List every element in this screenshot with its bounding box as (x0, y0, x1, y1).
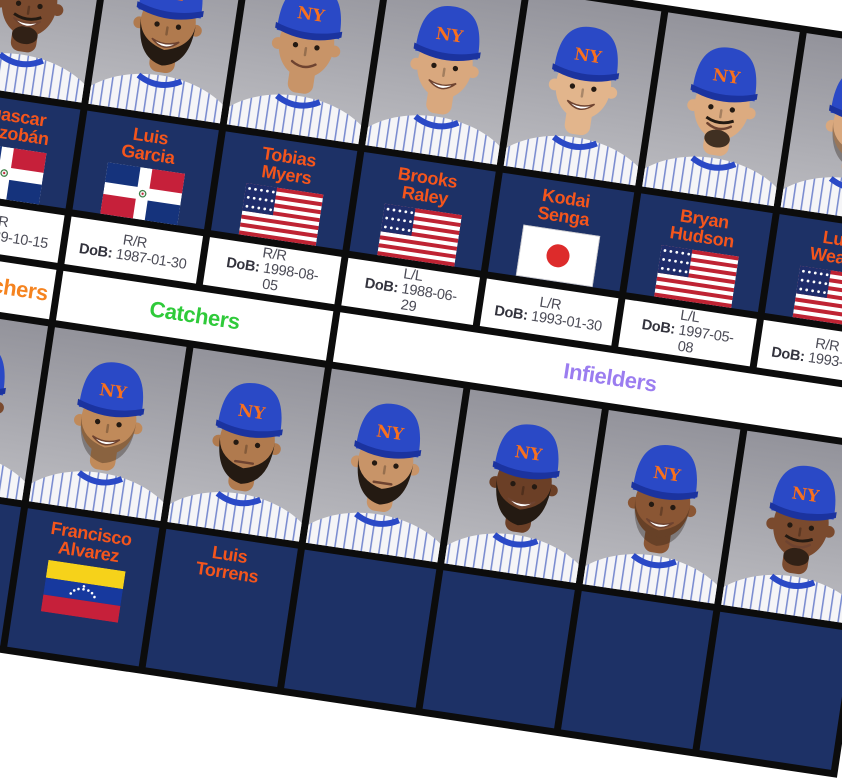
dob-value: 1987-01-30 (114, 246, 188, 273)
dob-label: DoB: (363, 275, 400, 297)
player-avatar-icon: NY (0, 0, 97, 103)
player-name-band: Luke Weaver (764, 214, 842, 333)
player-name-band (561, 590, 714, 750)
player-name: Kodai Senga (536, 185, 593, 230)
player-photo: NY (721, 430, 842, 625)
player-photo: NY (0, 306, 49, 501)
player-card[interactable]: NY Brooks Raley L/L DoB: 1988-06-29 (341, 0, 523, 325)
svg-text:NY: NY (573, 43, 604, 67)
player-avatar-icon: NY (28, 362, 176, 521)
dob-value: 1989-10-15 (0, 225, 49, 253)
player-name-band (699, 611, 842, 770)
flag-do-icon (99, 162, 185, 226)
player-name: Tobias Myers (258, 143, 317, 188)
player-avatar-icon: NY (444, 424, 591, 584)
player-avatar-icon: NY (642, 47, 789, 207)
player-name-band: Brooks Raley (349, 152, 496, 271)
flag-us-icon (376, 203, 462, 267)
flag-do-icon (0, 141, 47, 205)
player-name-band: Huascar Brazobán (0, 89, 81, 209)
player-photo: NY (365, 0, 523, 165)
player-avatar-icon: NY (167, 382, 314, 542)
player-name-band: Kodai Senga (487, 172, 635, 292)
player-avatar-icon: NY (365, 5, 512, 165)
dob-label: DoB: (225, 255, 261, 276)
svg-text:NY: NY (236, 400, 267, 424)
dob-value: 1988-06-29 (399, 281, 458, 316)
player-name-band (422, 570, 575, 729)
player-name: Bryan Hudson (668, 205, 738, 252)
player-photo: NY (0, 0, 108, 103)
dob-row: DoB: 1998-08-05 (216, 255, 326, 301)
player-name-band: Francisco Alvarez (7, 508, 160, 667)
player-name-band: Luis Torrens (145, 528, 298, 688)
player-name-band: Luis Garcia (72, 110, 219, 230)
player-avatar-icon: NY (0, 341, 37, 501)
player-photo: NY (28, 327, 187, 521)
svg-text:NY: NY (513, 441, 544, 465)
dob-row: DoB: 1997-05-08 (631, 317, 741, 363)
player-avatar-icon: NY (88, 0, 235, 124)
player-avatar-icon: NY (305, 403, 453, 563)
dob-value: 1997-05-08 (676, 322, 735, 357)
dob-label: DoB: (770, 344, 806, 366)
player-photo: NY (780, 33, 842, 227)
player-card[interactable]: NY Kodai Senga L/R DoB: 1993-01-30 (479, 0, 662, 346)
player-avatar-icon: NY (721, 465, 842, 625)
player-photo: NY (582, 410, 741, 604)
svg-text:NY: NY (434, 23, 465, 47)
dob-label: DoB: (493, 303, 529, 324)
player-photo: NY (305, 368, 464, 563)
player-name-band (284, 549, 437, 708)
svg-text:NY: NY (375, 420, 406, 444)
dob-value: 1993-01-30 (530, 308, 603, 335)
flag-us-icon (792, 265, 842, 329)
svg-text:NY: NY (157, 0, 188, 5)
player-card[interactable]: NY (422, 389, 602, 729)
svg-text:NY: NY (790, 482, 821, 506)
player-photo: NY (88, 0, 246, 124)
dob-row: DoB: 1988-06-29 (354, 276, 464, 322)
player-name: Huascar Brazobán (0, 101, 53, 149)
flag-ve-icon (40, 559, 126, 623)
player-name: Luis Torrens (195, 541, 263, 587)
player-photo: NY (444, 389, 602, 584)
player-name-band: Bryan Hudson (626, 193, 773, 312)
player-avatar-icon: NY (226, 0, 374, 145)
player-name: Luis Garcia (120, 123, 178, 168)
player-card[interactable]: NY Bryan Hudson L/L DoB: 1997-05-08 (618, 12, 800, 367)
player-name: Francisco Alvarez (47, 518, 133, 567)
player-photo: NY (503, 0, 662, 186)
player-name: Brooks Raley (394, 163, 459, 208)
dob-label: DoB: (640, 317, 677, 339)
svg-text:NY: NY (98, 379, 129, 403)
dob-label: DoB: (77, 241, 114, 262)
player-photo: NY (167, 347, 325, 542)
player-avatar-icon: NY (582, 444, 730, 604)
player-avatar-icon: NY (503, 26, 651, 186)
svg-text:NY: NY (711, 64, 742, 88)
dob-value: 1993-08-21 (806, 349, 842, 377)
flag-us-icon (653, 244, 739, 308)
svg-text:NY: NY (652, 462, 683, 486)
player-card[interactable]: NY (0, 306, 49, 646)
flag-us-icon (238, 182, 324, 246)
player-photo: NY (226, 0, 385, 145)
player-photo: NY (642, 12, 800, 207)
player-name: Luke Weaver (809, 226, 842, 272)
player-avatar-icon: NY (780, 68, 842, 227)
player-name-band: Tobias Myers (210, 131, 358, 250)
player-card[interactable]: NY (284, 368, 464, 708)
dob-value: 1998-08-05 (261, 260, 320, 295)
svg-text:NY: NY (296, 2, 327, 26)
player-card[interactable]: NY Tobias Myers R/R DoB: 1998-08-05 (202, 0, 385, 305)
player-card[interactable]: NY Luis Torrens (145, 347, 325, 688)
flag-jp-icon (515, 224, 600, 288)
